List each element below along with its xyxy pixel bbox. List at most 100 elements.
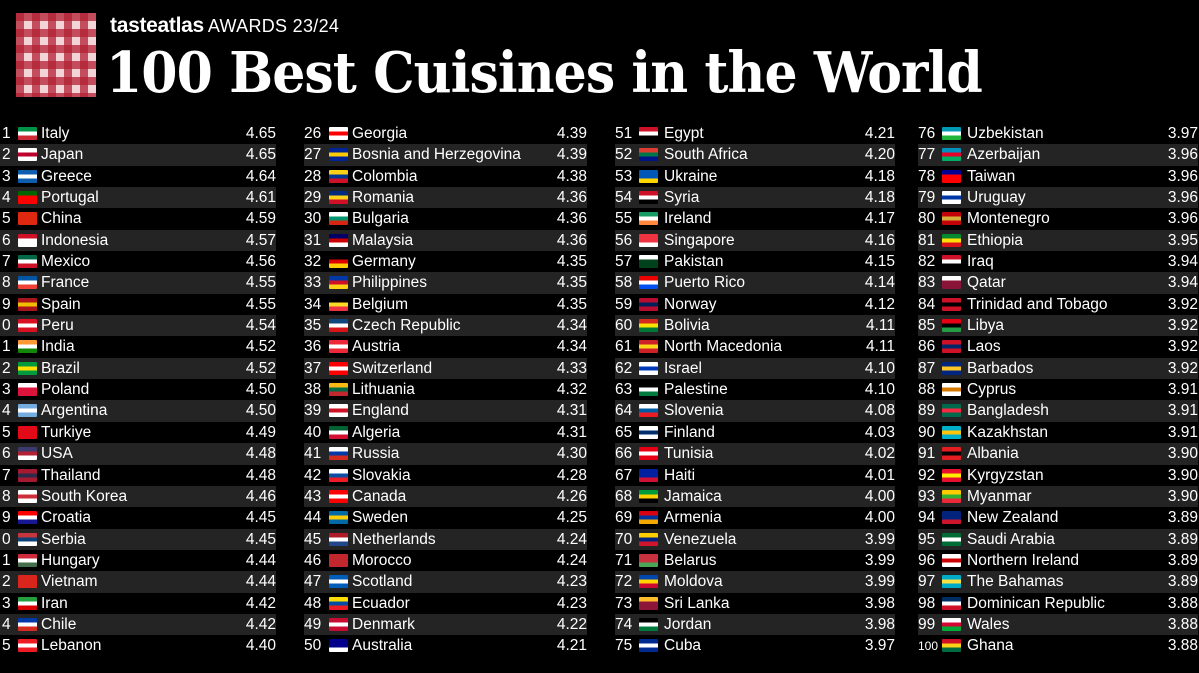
list-item: 51 Egypt 4.21	[615, 123, 895, 144]
score-value: 4.54	[245, 317, 276, 335]
country-name: Bosnia and Herzegovina	[352, 146, 521, 164]
rank-number: 94	[918, 509, 936, 527]
awards-label: AWARDS 23/24	[207, 16, 340, 36]
list-item: 66 Tunisia 4.02	[615, 443, 895, 465]
country-flag-icon	[329, 361, 348, 375]
ranking-column-4: 76 Uzbekistan 3.97 77 Azerbaijan 3.96 78 Taiwan…	[918, 123, 1198, 657]
list-item: 4 Chile 4.42	[0, 613, 276, 636]
list-item: 39 England 4.31	[304, 400, 587, 422]
country-name: Vietnam	[41, 573, 98, 591]
rank-number: 8	[2, 274, 11, 292]
list-item: 92 Kyrgyzstan 3.90	[918, 465, 1198, 486]
rank-number: 45	[304, 530, 322, 548]
list-item: 4 Portugal 4.61	[0, 187, 276, 209]
country-flag-icon	[18, 383, 37, 397]
country-name: Cyprus	[967, 381, 1017, 399]
country-flag-icon	[639, 596, 658, 610]
country-name: Cuba	[664, 637, 702, 655]
rank-number: 1	[2, 338, 11, 356]
score-value: 3.91	[1167, 381, 1198, 399]
country-name: Slovakia	[352, 466, 411, 484]
score-value: 3.98	[864, 615, 895, 633]
country-name: Bulgaria	[352, 210, 409, 228]
score-value: 4.56	[245, 253, 276, 271]
score-value: 4.61	[245, 189, 276, 207]
country-name: Germany	[352, 253, 416, 271]
score-value: 4.23	[556, 594, 587, 612]
country-flag-icon	[18, 532, 37, 546]
country-flag-icon	[329, 617, 348, 631]
score-value: 3.98	[864, 594, 895, 612]
country-flag-icon	[639, 169, 658, 183]
country-flag-icon	[329, 297, 348, 311]
rank-number: 2	[2, 573, 11, 591]
score-value: 3.88	[1167, 615, 1198, 633]
country-name: Ecuador	[352, 594, 410, 612]
score-value: 4.36	[556, 210, 587, 228]
rank-number: 74	[615, 615, 633, 633]
list-item: 57 Pakistan 4.15	[615, 251, 895, 272]
country-flag-icon	[329, 489, 348, 503]
country-flag-icon	[942, 383, 961, 397]
list-item: 3 Greece 4.64	[0, 166, 276, 187]
country-name: Barbados	[967, 359, 1034, 377]
country-flag-icon	[639, 383, 658, 397]
list-item: 89 Bangladesh 3.91	[918, 400, 1198, 422]
list-item: 54 Syria 4.18	[615, 187, 895, 209]
rank-number: 92	[918, 466, 936, 484]
country-name: Turkiye	[41, 423, 92, 441]
header: tasteatlas AWARDS 23/24 100 Best Cuisines…	[0, 0, 1199, 118]
rank-number: 6	[2, 445, 11, 463]
country-name: Malaysia	[352, 231, 414, 249]
list-item: 42 Slovakia 4.28	[304, 465, 587, 486]
score-value: 3.91	[1167, 402, 1198, 420]
score-value: 4.11	[865, 317, 895, 335]
country-name: Syria	[664, 189, 700, 207]
list-item: 29 Romania 4.36	[304, 187, 587, 209]
country-flag-icon	[942, 297, 961, 311]
country-name: Singapore	[664, 231, 735, 249]
list-item: 0 Peru 4.54	[0, 315, 276, 337]
score-value: 4.18	[864, 167, 895, 185]
rank-number: 44	[304, 509, 322, 527]
score-value: 3.88	[1167, 637, 1198, 655]
score-value: 4.59	[245, 210, 276, 228]
list-item: 1 Italy 4.65	[0, 123, 276, 144]
country-flag-icon	[639, 553, 658, 567]
rank-number: 93	[918, 487, 936, 505]
country-name: Poland	[41, 381, 90, 399]
rank-number: 49	[304, 615, 322, 633]
list-item: 4 Argentina 4.50	[0, 400, 276, 422]
country-name: Romania	[352, 189, 415, 207]
list-item: 70 Venezuela 3.99	[615, 528, 895, 550]
score-value: 4.15	[864, 253, 895, 271]
country-flag-icon	[639, 340, 658, 354]
rank-number: 67	[615, 466, 633, 484]
list-item: 90 Kazakhstan 3.91	[918, 422, 1198, 443]
rank-number: 91	[918, 445, 936, 463]
list-item: 74 Jordan 3.98	[615, 613, 895, 636]
list-item: 41 Russia 4.30	[304, 443, 587, 465]
rank-number: 46	[304, 551, 322, 569]
country-flag-icon	[329, 511, 348, 525]
list-item: 28 Colombia 4.38	[304, 166, 587, 187]
score-value: 3.99	[864, 551, 895, 569]
score-value: 3.90	[1167, 466, 1198, 484]
list-item: 86 Laos 3.92	[918, 336, 1198, 357]
country-flag-icon	[639, 617, 658, 631]
country-name: Morocco	[352, 551, 412, 569]
score-value: 4.48	[245, 445, 276, 463]
score-value: 4.65	[245, 146, 276, 164]
rank-number: 4	[2, 189, 11, 207]
country-name: Qatar	[967, 274, 1006, 292]
country-name: Georgia	[352, 125, 408, 142]
score-value: 4.65	[245, 125, 276, 142]
country-flag-icon	[942, 596, 961, 610]
list-item: 52 South Africa 4.20	[615, 144, 895, 166]
rank-number: 47	[304, 573, 322, 591]
country-flag-icon	[942, 169, 961, 183]
rank-number: 28	[304, 167, 322, 185]
list-item: 65 Finland 4.03	[615, 422, 895, 443]
country-flag-icon	[942, 575, 961, 589]
score-value: 3.96	[1167, 146, 1198, 164]
